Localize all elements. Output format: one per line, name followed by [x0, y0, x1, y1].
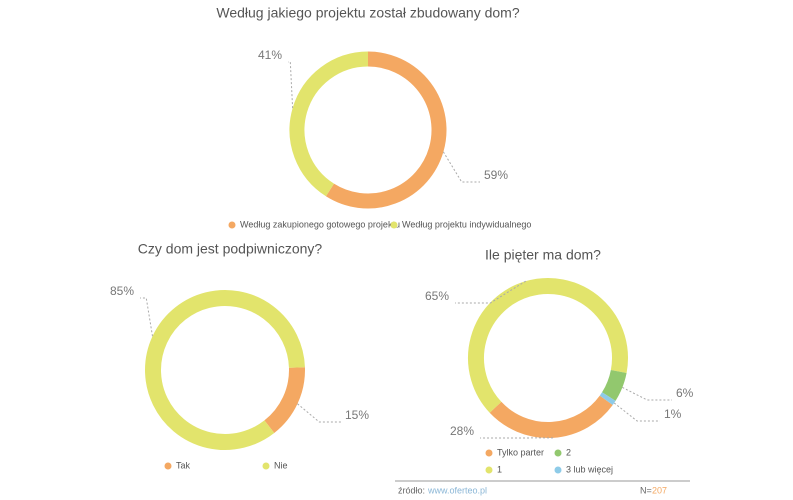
- chart-title: Według jakiego projektu został zbudowany…: [216, 5, 519, 21]
- legend-swatch: [485, 466, 493, 474]
- legend-label: Tylko parter: [497, 447, 544, 457]
- leader-line: [140, 297, 153, 337]
- source-label: źródło:: [398, 485, 425, 495]
- donut-segment: [289, 51, 369, 197]
- donut-segment: [264, 367, 305, 434]
- legend-swatch: [228, 221, 236, 229]
- legend-label: 2: [566, 447, 571, 457]
- leader-line: [297, 403, 341, 423]
- donut-segment: [599, 392, 616, 406]
- legend-swatch: [390, 221, 398, 229]
- value-label: 15%: [345, 408, 369, 422]
- value-label: 59%: [484, 168, 508, 182]
- leader-line: [622, 387, 672, 401]
- donut-segment: [468, 278, 628, 413]
- donut-segment: [601, 369, 627, 401]
- legend-label: Nie: [274, 460, 288, 470]
- chart-title: Czy dom jest podpiwniczony?: [138, 241, 323, 257]
- legend-swatch: [554, 466, 562, 474]
- legend-label: 1: [497, 464, 502, 474]
- chart-title: Ile pięter ma dom?: [485, 247, 601, 263]
- legend-swatch: [485, 449, 493, 457]
- legend-label: Według zakupionego gotowego projektu: [240, 219, 400, 229]
- source-link[interactable]: www.oferteo.pl: [427, 485, 487, 495]
- leader-line: [455, 280, 526, 304]
- value-label: 85%: [110, 284, 134, 298]
- donut-segment: [489, 395, 613, 438]
- value-label: 28%: [450, 424, 474, 438]
- leader-line: [288, 61, 294, 109]
- legend-label: 3 lub więcej: [566, 464, 613, 474]
- value-label: 65%: [425, 289, 449, 303]
- n-label: N=: [640, 485, 652, 495]
- legend-swatch: [554, 449, 562, 457]
- value-label: 1%: [664, 407, 682, 421]
- leader-line: [442, 151, 480, 183]
- donut-segment: [325, 51, 447, 209]
- legend-label: Tak: [176, 460, 191, 470]
- legend-swatch: [262, 462, 270, 470]
- value-label: 6%: [676, 386, 694, 400]
- donut-segment: [145, 290, 305, 450]
- legend-swatch: [164, 462, 172, 470]
- legend-label: Według projektu indywidualnego: [402, 219, 531, 229]
- value-label: 41%: [258, 48, 282, 62]
- leader-line: [613, 402, 660, 422]
- n-value: 207: [652, 485, 667, 495]
